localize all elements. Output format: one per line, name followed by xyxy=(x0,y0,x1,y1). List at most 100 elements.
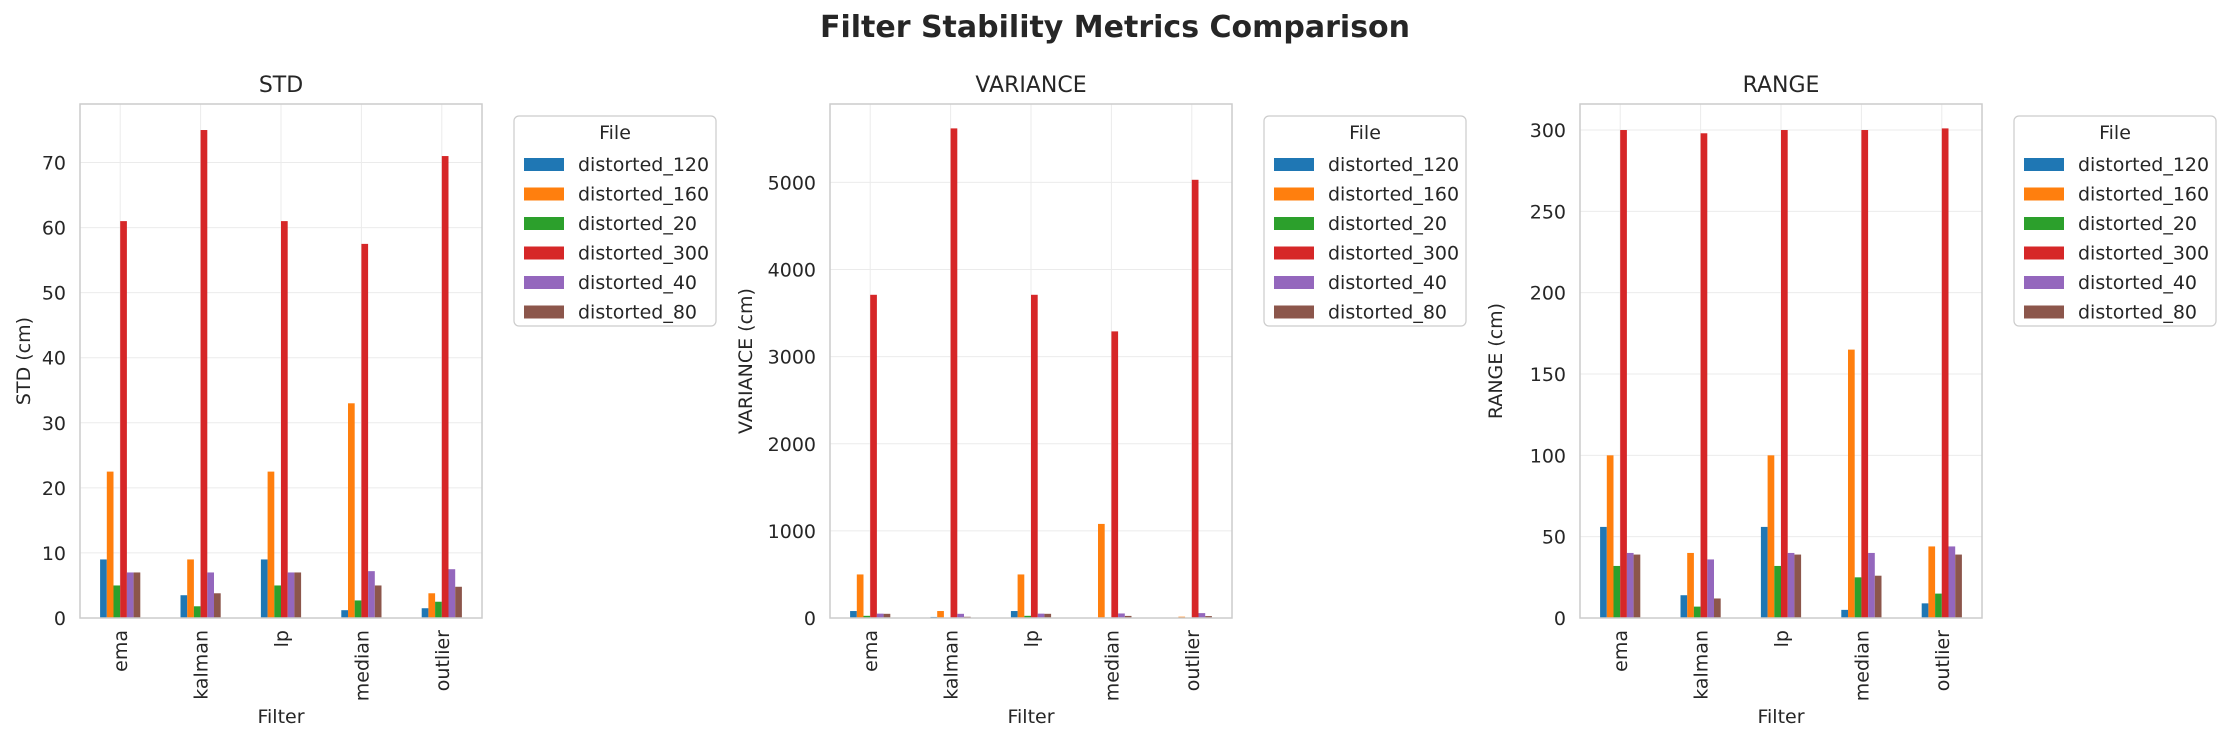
bar-distorted_80-ema xyxy=(883,613,891,618)
x-tick-label-outlier: outlier xyxy=(1932,630,1954,691)
bar-distorted_80-lp xyxy=(1794,554,1802,618)
x-tick-label-ema: ema xyxy=(110,630,132,672)
bar-distorted_160-outlier xyxy=(428,593,436,618)
bar-distorted_160-median xyxy=(348,403,355,618)
legend-entry-distorted_20: distorted_20 xyxy=(578,213,697,235)
legend-box xyxy=(2013,115,2217,327)
bar-distorted_80-lp xyxy=(1044,613,1052,618)
bar-distorted_120-lp xyxy=(1010,611,1018,618)
legend: File distorted_120 distorted_160 distorted_… xyxy=(1263,115,1467,327)
legend-title: File xyxy=(1349,122,1381,144)
x-tick-label-kalman: kalman xyxy=(941,630,963,700)
x-axis-label: Filter xyxy=(1757,706,1804,728)
x-tick-label-median: median xyxy=(351,630,373,701)
legend-entry-distorted_300: distorted_300 xyxy=(578,243,709,265)
y-tick-label: 200 xyxy=(1530,283,1566,305)
bar-distorted_40-ema xyxy=(126,572,134,618)
bar-distorted_120-kalman xyxy=(1680,595,1688,618)
y-tick-label: 10 xyxy=(42,543,66,565)
legend-entry-distorted_80: distorted_80 xyxy=(1328,302,1447,324)
legend-entry-distorted_300: distorted_300 xyxy=(1328,243,1459,265)
bar-distorted_160-lp xyxy=(1017,574,1025,618)
bar-distorted_80-median xyxy=(1874,575,1882,618)
y-tick-label: 0 xyxy=(1554,608,1566,630)
bar-distorted_80-median xyxy=(374,585,382,618)
legend-swatch-distorted_160 xyxy=(2024,187,2064,201)
bar-distorted_160-kalman xyxy=(1687,552,1694,618)
subplot-range: 0 50 100 150 200 250 300 ema kalman lp median outli… xyxy=(1485,73,2217,728)
y-tick-label: 50 xyxy=(42,283,66,305)
subplot-title: VARIANCE xyxy=(975,73,1086,98)
x-tick-label-lp: lp xyxy=(1771,630,1793,647)
bar-distorted_160-ema xyxy=(856,574,864,618)
y-tick-label: 20 xyxy=(42,478,66,500)
legend-swatch-distorted_120 xyxy=(2024,158,2064,171)
bar-distorted_160-lp xyxy=(267,471,275,618)
legend: File distorted_120 distorted_160 distorted_… xyxy=(2013,115,2217,327)
legend-swatch-distorted_40 xyxy=(1274,276,1314,289)
bar-distorted_40-ema xyxy=(1626,552,1634,618)
y-tick-label: 250 xyxy=(1530,201,1566,223)
bar-distorted_20-lp xyxy=(274,585,281,618)
figure-title: Filter Stability Metrics Comparison xyxy=(819,10,1411,45)
y-axis-label: VARIANCE (cm) xyxy=(735,288,757,434)
bar-distorted_20-ema xyxy=(863,615,871,618)
legend-entry-distorted_80: distorted_80 xyxy=(578,302,697,324)
bar-distorted_40-outlier xyxy=(1948,546,1956,618)
y-tick-label: 1000 xyxy=(768,521,816,543)
legend-entry-distorted_40: distorted_40 xyxy=(578,272,697,294)
bar-distorted_40-median xyxy=(1868,552,1875,618)
legend-entry-distorted_20: distorted_20 xyxy=(2078,213,2197,235)
y-tick-label: 100 xyxy=(1530,445,1566,467)
bar-distorted_80-median xyxy=(1124,615,1132,618)
legend-entry-distorted_80: distorted_80 xyxy=(2078,302,2197,324)
legend-entry-distorted_160: distorted_160 xyxy=(1328,184,1459,206)
bar-distorted_300-lp xyxy=(281,221,288,618)
bar-distorted_120-lp xyxy=(260,559,268,618)
legend-swatch-distorted_20 xyxy=(524,217,564,230)
bar-distorted_120-kalman xyxy=(180,595,188,618)
bar-distorted_160-median xyxy=(1848,349,1855,618)
bar-distorted_300-ema xyxy=(120,221,127,618)
legend-entry-distorted_300: distorted_300 xyxy=(2078,243,2209,265)
legend-swatch-distorted_40 xyxy=(524,276,564,289)
y-tick-label: 0 xyxy=(804,608,816,630)
legend-box xyxy=(1263,115,1467,327)
bar-distorted_20-ema xyxy=(1613,565,1621,618)
bar-distorted_80-outlier xyxy=(455,586,462,618)
y-tick-label: 40 xyxy=(42,348,66,370)
bar-distorted_300-lp xyxy=(1031,294,1038,618)
legend-entry-distorted_120: distorted_120 xyxy=(1328,154,1459,176)
legend-swatch-distorted_20 xyxy=(2024,217,2064,230)
bar-distorted_300-ema xyxy=(870,294,877,618)
legend-box xyxy=(513,115,717,327)
bar-distorted_300-median xyxy=(1861,130,1869,618)
bar-distorted_120-ema xyxy=(850,611,857,618)
bar-distorted_160-lp xyxy=(1767,455,1775,618)
axes-frame xyxy=(829,103,1233,619)
legend-swatch-distorted_120 xyxy=(1274,158,1314,171)
bar-distorted_120-ema xyxy=(1600,526,1607,618)
y-tick-label: 60 xyxy=(42,218,66,240)
bar-distorted_120-outlier xyxy=(1921,603,1929,618)
x-tick-label-lp: lp xyxy=(271,630,293,647)
legend-swatch-distorted_20 xyxy=(1274,217,1314,230)
bar-distorted_20-median xyxy=(1854,577,1862,618)
legend-swatch-distorted_80 xyxy=(524,305,564,319)
bar-distorted_40-outlier xyxy=(1198,613,1206,618)
legend-entry-distorted_160: distorted_160 xyxy=(2078,184,2209,206)
legend-swatch-distorted_300 xyxy=(2024,246,2064,260)
legend-swatch-distorted_160 xyxy=(1274,187,1314,201)
bar-distorted_80-ema xyxy=(1633,554,1641,618)
x-tick-label-outlier: outlier xyxy=(432,630,454,691)
bar-distorted_40-lp xyxy=(1787,552,1795,618)
x-tick-label-median: median xyxy=(1851,630,1873,701)
x-tick-label-outlier: outlier xyxy=(1182,630,1204,691)
legend-swatch-distorted_300 xyxy=(1274,246,1314,260)
bar-distorted_40-kalman xyxy=(1707,559,1714,618)
y-tick-label: 3000 xyxy=(768,347,816,369)
x-tick-label-median: median xyxy=(1101,630,1123,701)
legend-entry-distorted_40: distorted_40 xyxy=(1328,272,1447,294)
bar-distorted_300-median xyxy=(1111,331,1119,618)
bar-distorted_80-lp xyxy=(294,572,302,618)
